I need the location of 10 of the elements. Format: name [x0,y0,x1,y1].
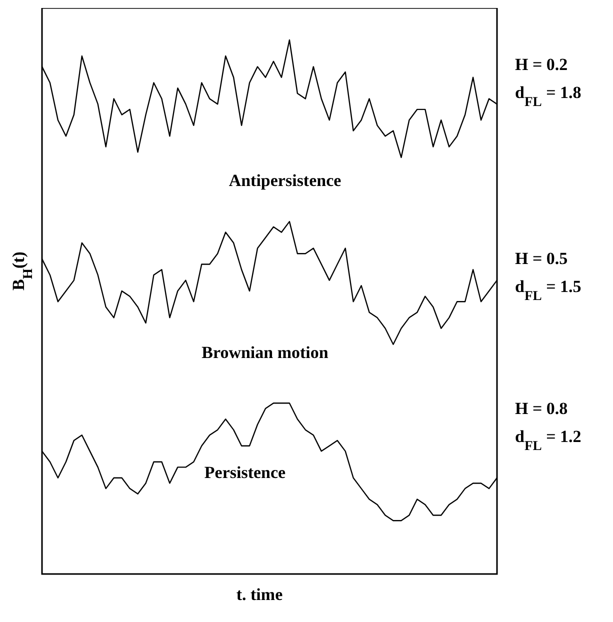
text: Antipersistence [228,171,342,190]
text: d$_{FL}$ = 1.5 [515,277,582,302]
text: H = 0.2 [515,55,568,74]
text: H = 0.5 [515,249,568,268]
text: H = 0.8 [515,399,568,418]
series-label: Persistence [204,463,286,482]
x-axis-title: t. time [236,585,284,604]
text: d$_{FL}$ = 1.8 [515,83,582,108]
text: d$_{FL}$ = 1.2 [515,427,582,452]
text: Brownian motion [202,343,329,362]
